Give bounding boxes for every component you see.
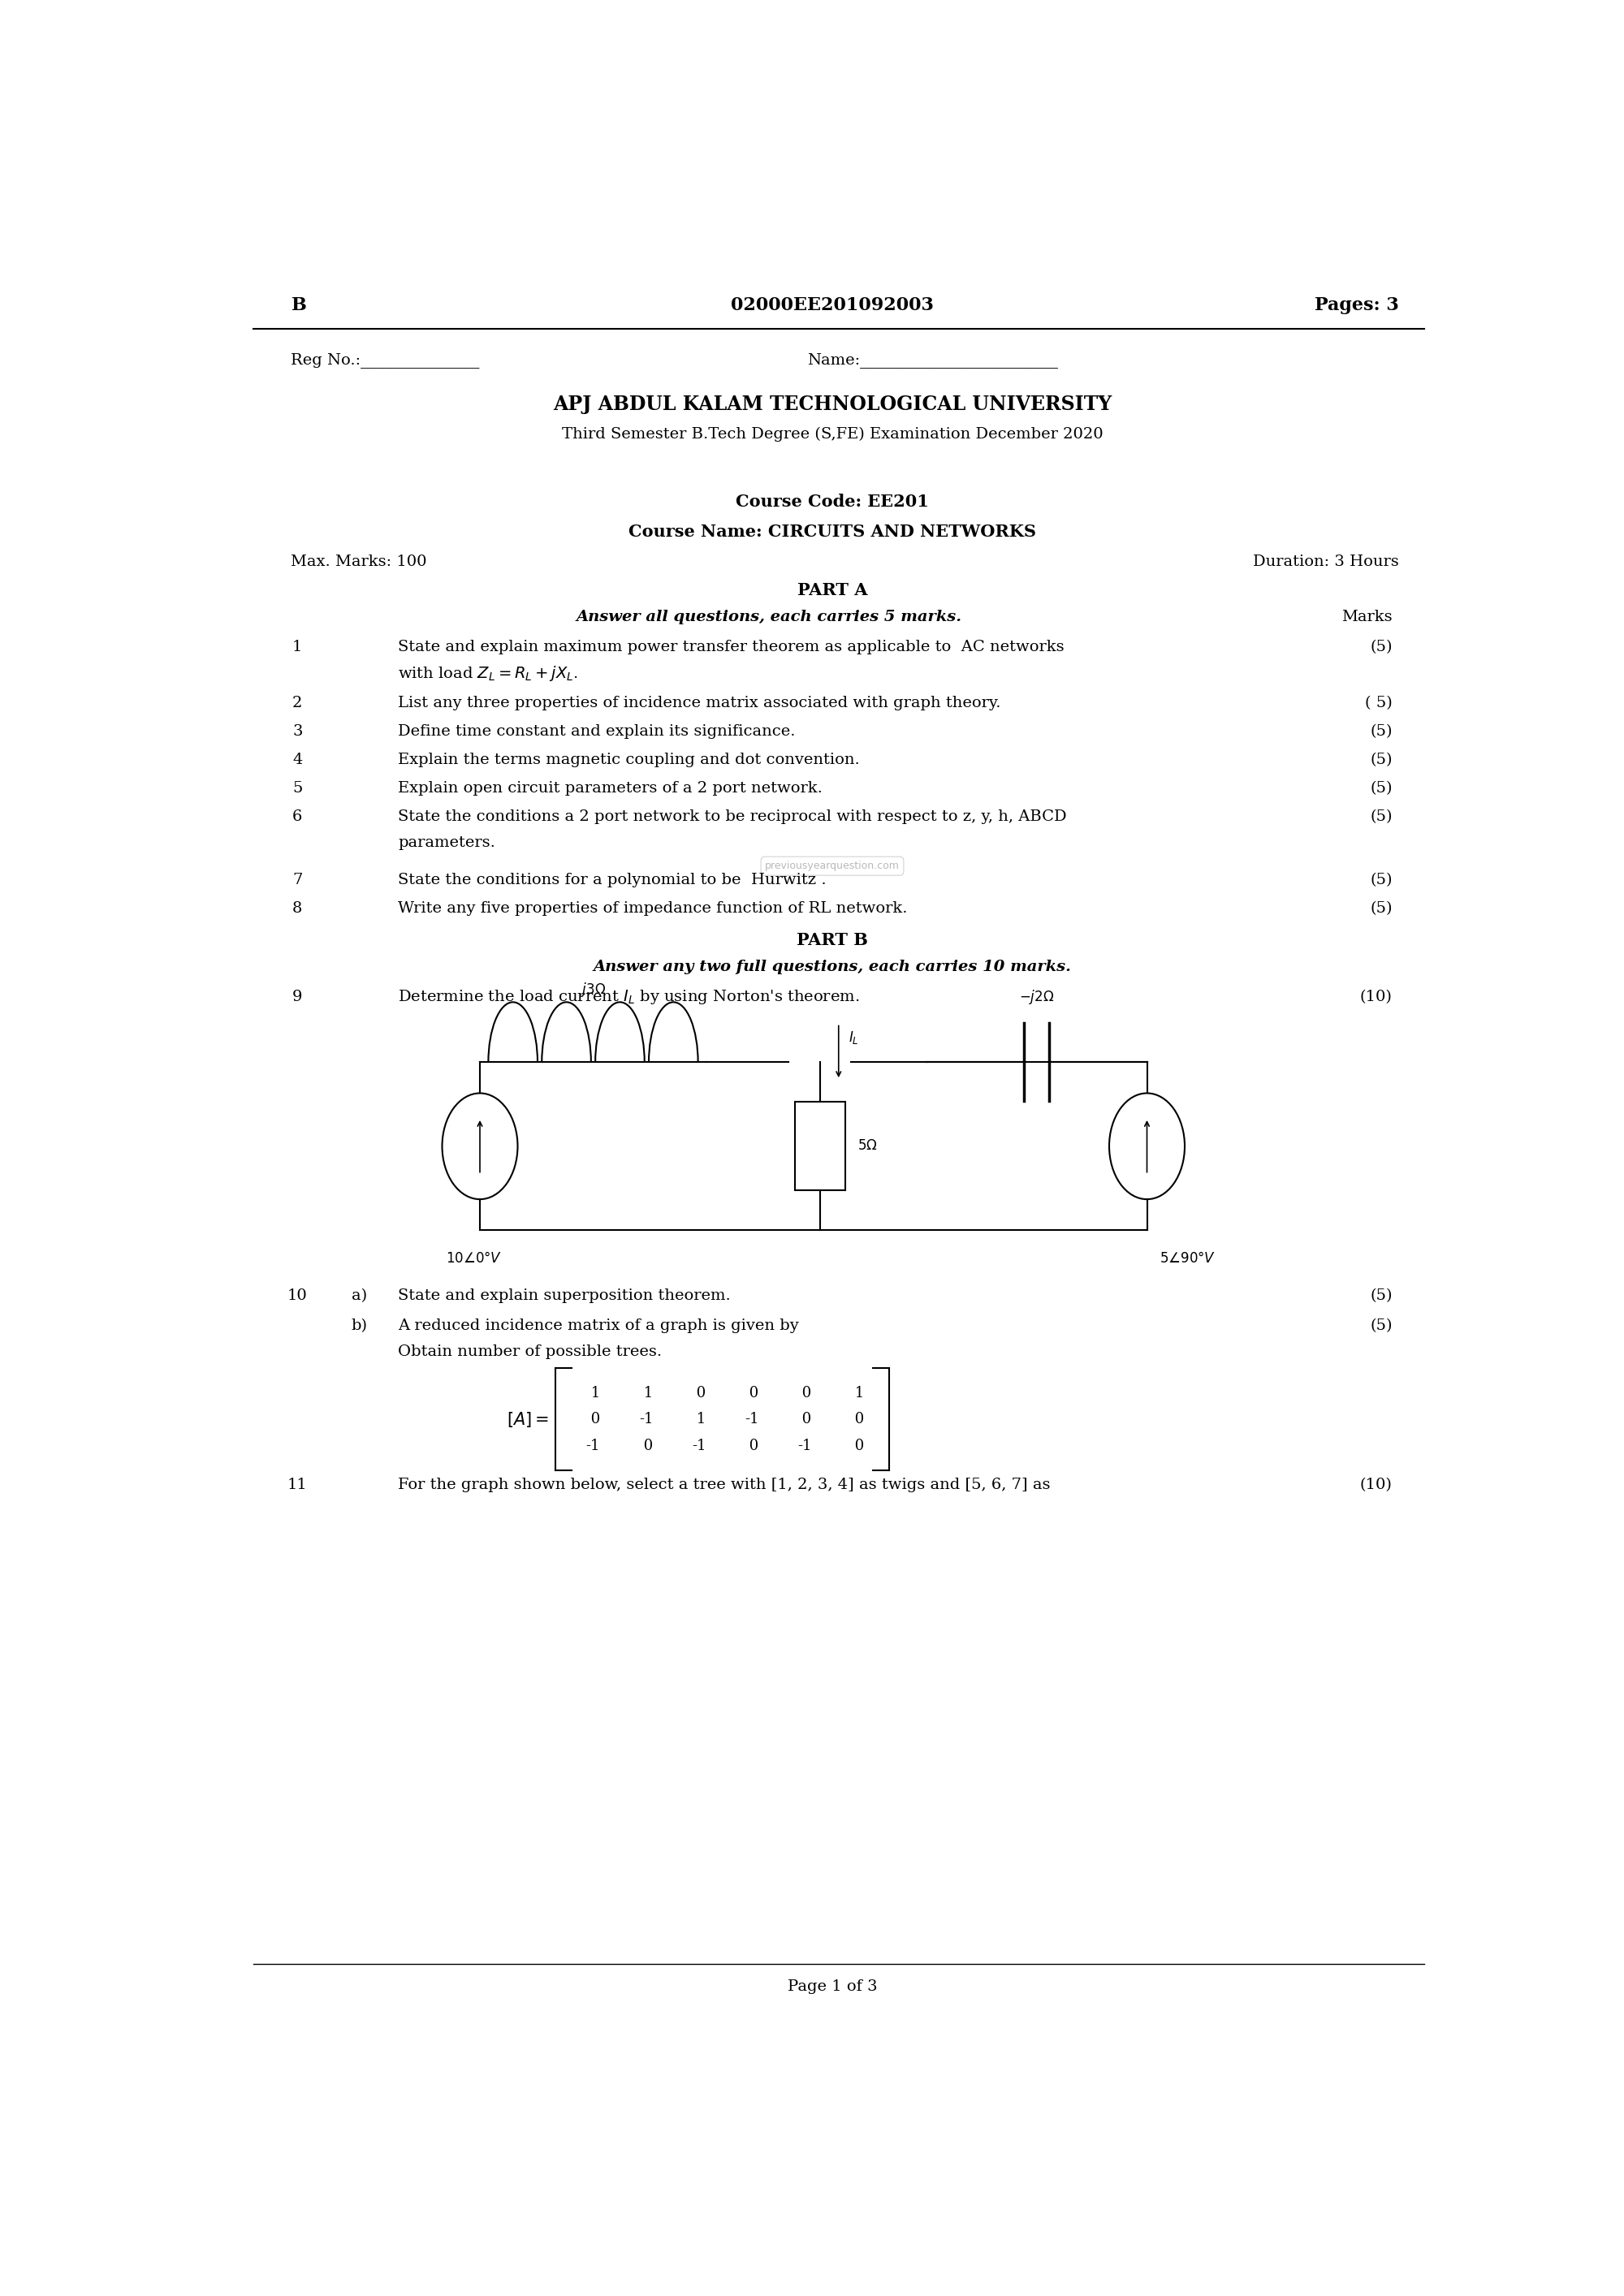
Text: parameters.: parameters.: [398, 836, 495, 850]
Text: 10: 10: [287, 1288, 307, 1302]
Text: $j3\Omega$: $j3\Omega$: [580, 980, 606, 999]
Text: Explain the terms magnetic coupling and dot convention.: Explain the terms magnetic coupling and …: [398, 753, 861, 767]
Text: b): b): [351, 1318, 367, 1334]
Text: previousyearquestion.com: previousyearquestion.com: [765, 861, 900, 870]
Text: Explain open circuit parameters of a 2 port network.: Explain open circuit parameters of a 2 p…: [398, 781, 823, 794]
Text: 9: 9: [292, 990, 302, 1003]
Text: Answer all questions, each carries 5 marks.: Answer all questions, each carries 5 mar…: [577, 608, 961, 625]
Text: 0: 0: [745, 1440, 758, 1453]
Text: State the conditions for a polynomial to be  Hurwitz .: State the conditions for a polynomial to…: [398, 872, 827, 889]
Text: a): a): [351, 1288, 367, 1302]
Text: List any three properties of incidence matrix associated with graph theory.: List any three properties of incidence m…: [398, 696, 1000, 712]
Text: Course Name: CIRCUITS AND NETWORKS: Course Name: CIRCUITS AND NETWORKS: [628, 523, 1036, 540]
Text: PART B: PART B: [797, 932, 867, 948]
Text: $5\Omega$: $5\Omega$: [857, 1139, 877, 1153]
Text: 0: 0: [797, 1412, 812, 1426]
Text: $10\angle0°V$: $10\angle0°V$: [445, 1251, 502, 1265]
Text: (5): (5): [1371, 753, 1392, 767]
Text: 0: 0: [797, 1384, 812, 1401]
Text: State the conditions a 2 port network to be reciprocal with respect to z, y, h, : State the conditions a 2 port network to…: [398, 808, 1067, 824]
Text: $[A] =$: $[A] =$: [507, 1410, 549, 1428]
Text: 1: 1: [586, 1384, 601, 1401]
Text: 1: 1: [851, 1384, 864, 1401]
Text: $-j2\Omega$: $-j2\Omega$: [1020, 987, 1054, 1006]
Text: (5): (5): [1371, 723, 1392, 739]
Text: Course Code: EE201: Course Code: EE201: [736, 494, 929, 510]
Text: Max. Marks: 100: Max. Marks: 100: [291, 556, 427, 569]
Text: 1: 1: [638, 1384, 653, 1401]
Text: 6: 6: [292, 808, 302, 824]
Text: Pages: 3: Pages: 3: [1314, 296, 1398, 315]
Text: Third Semester B.Tech Degree (S,FE) Examination December 2020: Third Semester B.Tech Degree (S,FE) Exam…: [562, 427, 1103, 443]
Text: Marks: Marks: [1341, 608, 1392, 625]
Text: -1: -1: [638, 1412, 653, 1426]
Text: (5): (5): [1371, 1288, 1392, 1302]
Text: $5\angle90°V$: $5\angle90°V$: [1160, 1251, 1216, 1265]
Text: PART A: PART A: [797, 583, 867, 599]
Text: ( 5): ( 5): [1364, 696, 1392, 712]
Text: Name:_________________________: Name:_________________________: [807, 354, 1057, 367]
Text: (5): (5): [1371, 1318, 1392, 1334]
Text: Duration: 3 Hours: Duration: 3 Hours: [1252, 556, 1398, 569]
Text: 8: 8: [292, 900, 302, 916]
Text: (10): (10): [1359, 990, 1392, 1003]
Text: -1: -1: [586, 1440, 601, 1453]
Text: 3: 3: [292, 723, 302, 739]
Text: State and explain superposition theorem.: State and explain superposition theorem.: [398, 1288, 731, 1302]
Text: Define time constant and explain its significance.: Define time constant and explain its sig…: [398, 723, 796, 739]
Text: 0: 0: [586, 1412, 601, 1426]
Text: Reg No.:_______________: Reg No.:_______________: [291, 354, 479, 367]
Text: Page 1 of 3: Page 1 of 3: [788, 1979, 877, 1995]
Text: (10): (10): [1359, 1476, 1392, 1492]
Bar: [794, 1102, 844, 1189]
Text: Answer any two full questions, each carries 10 marks.: Answer any two full questions, each carr…: [593, 960, 1072, 974]
Text: 2: 2: [292, 696, 302, 712]
Text: 0: 0: [692, 1384, 706, 1401]
Text: Write any five properties of impedance function of RL network.: Write any five properties of impedance f…: [398, 900, 908, 916]
Text: (5): (5): [1371, 872, 1392, 889]
Text: 0: 0: [745, 1384, 758, 1401]
Text: 7: 7: [292, 872, 302, 889]
Text: Determine the load current $I_L$ by using Norton's theorem.: Determine the load current $I_L$ by usin…: [398, 987, 859, 1006]
Text: State and explain maximum power transfer theorem as applicable to  AC networks: State and explain maximum power transfer…: [398, 641, 1064, 654]
Text: Obtain number of possible trees.: Obtain number of possible trees.: [398, 1345, 663, 1359]
Text: 0: 0: [851, 1440, 864, 1453]
Text: A reduced incidence matrix of a graph is given by: A reduced incidence matrix of a graph is…: [398, 1318, 799, 1334]
Text: 5: 5: [292, 781, 302, 794]
Text: -1: -1: [745, 1412, 758, 1426]
Text: (5): (5): [1371, 641, 1392, 654]
Text: (5): (5): [1371, 900, 1392, 916]
Text: 02000EE201092003: 02000EE201092003: [731, 296, 934, 315]
Text: 11: 11: [287, 1476, 307, 1492]
Text: For the graph shown below, select a tree with [1, 2, 3, 4] as twigs and [5, 6, 7: For the graph shown below, select a tree…: [398, 1476, 1051, 1492]
Text: -1: -1: [797, 1440, 812, 1453]
Text: (5): (5): [1371, 781, 1392, 794]
Text: (5): (5): [1371, 808, 1392, 824]
Text: 4: 4: [292, 753, 302, 767]
Text: 0: 0: [851, 1412, 864, 1426]
Text: -1: -1: [692, 1440, 706, 1453]
Text: with load $Z_L=R_L+jX_L$.: with load $Z_L=R_L+jX_L$.: [398, 664, 578, 682]
Text: APJ ABDUL KALAM TECHNOLOGICAL UNIVERSITY: APJ ABDUL KALAM TECHNOLOGICAL UNIVERSITY: [552, 395, 1112, 413]
Text: $I_L$: $I_L$: [849, 1029, 859, 1045]
Text: B: B: [291, 296, 307, 315]
Text: 1: 1: [292, 641, 302, 654]
Text: 1: 1: [692, 1412, 706, 1426]
Text: 0: 0: [638, 1440, 653, 1453]
